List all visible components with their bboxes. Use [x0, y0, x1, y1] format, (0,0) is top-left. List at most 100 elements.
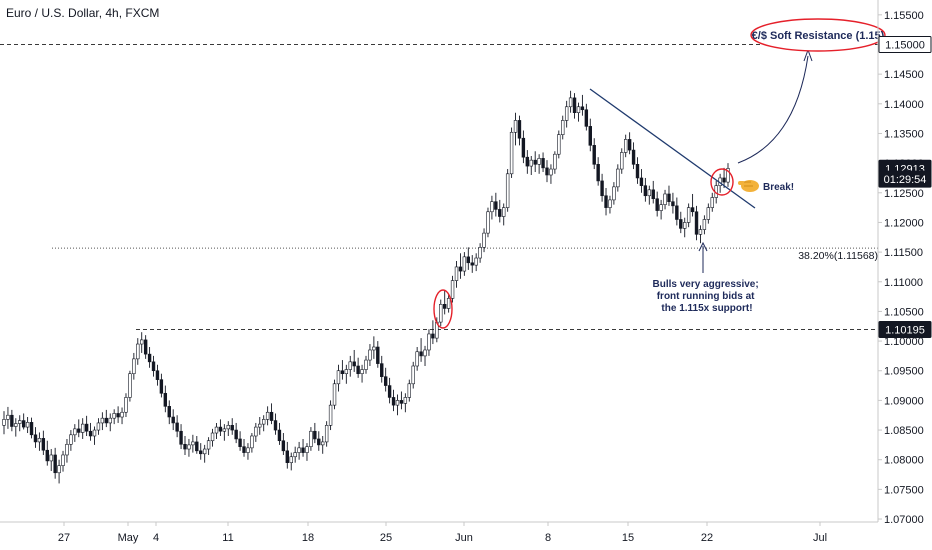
price-axis[interactable]: 1.155001.150001.145001.140001.135001.130…	[878, 10, 924, 526]
candle-body-135	[533, 159, 537, 165]
price-tag-box-3	[878, 321, 932, 339]
candle-68	[269, 403, 274, 425]
candle-59	[234, 422, 238, 444]
candle-84	[332, 379, 337, 410]
candle-67	[265, 406, 270, 426]
bulls-comment-line-3: the 1.115x support!	[661, 303, 752, 314]
candle-35	[140, 332, 144, 353]
candle-74	[293, 446, 297, 463]
candle-body-25	[100, 417, 105, 424]
candle-53	[210, 428, 215, 447]
candle-171	[675, 197, 679, 226]
curved-arrow-to-resistance	[737, 55, 809, 164]
candle-body-81	[321, 441, 325, 446]
y-tick-label-0: 1.15500	[884, 10, 924, 22]
candle-body-8	[33, 434, 38, 443]
candle-102	[403, 393, 408, 413]
candle-body-137	[541, 158, 545, 169]
candle-body-166	[655, 198, 659, 211]
soft-resistance-ellipse	[750, 18, 886, 52]
time-axis[interactable]: 27 May 4 11 18 25 Jun 8 15 22 Jul	[58, 522, 827, 544]
candle-body-79	[313, 430, 317, 440]
candle-body-165	[651, 189, 655, 200]
horizontal-levels	[0, 43, 878, 331]
x-tick-label-2: 4	[153, 532, 159, 544]
candle-body-179	[706, 207, 711, 220]
candle-body-128	[505, 173, 510, 208]
candle-body-31	[124, 397, 128, 413]
candle-body-134	[529, 159, 533, 167]
candle-body-118	[466, 256, 471, 264]
candle-body-111	[439, 304, 443, 323]
candle-38	[151, 355, 156, 377]
candle-body-42	[167, 406, 171, 418]
candle-113	[446, 293, 451, 313]
candlestick-series	[2, 90, 730, 484]
y-tick-label-14: 1.08500	[884, 425, 924, 437]
candle-body-61	[242, 446, 246, 453]
candle-body-159	[627, 139, 632, 151]
candle-153	[604, 188, 608, 216]
candle-body-56	[222, 428, 227, 432]
candle-body-92	[364, 359, 368, 370]
candle-104	[411, 361, 415, 389]
y-tick-label-10: 1.10500	[884, 306, 924, 318]
candle-54	[214, 422, 219, 439]
candle-3	[14, 418, 18, 437]
candle-6	[25, 417, 30, 434]
descending-trendline[interactable]	[589, 88, 756, 209]
candle-body-151	[596, 164, 600, 182]
candle-body-109	[431, 333, 435, 339]
candle-11	[45, 440, 49, 466]
candle-41	[163, 385, 168, 413]
candle-body-58	[230, 425, 234, 431]
candle-body-33	[132, 358, 136, 375]
candle-45	[179, 424, 183, 450]
candle-body-3	[14, 423, 18, 427]
candle-body-39	[155, 370, 160, 380]
candle-32	[128, 370, 132, 402]
candle-body-14	[57, 465, 61, 474]
candle-135	[533, 151, 537, 173]
candle-127	[502, 203, 506, 226]
candle-body-75	[297, 447, 301, 453]
candle-body-170	[671, 201, 675, 207]
candle-body-129	[509, 131, 514, 175]
candle-body-62	[246, 447, 250, 453]
candle-180	[710, 192, 714, 212]
candle-4	[18, 415, 22, 432]
candle-body-107	[423, 349, 427, 357]
candle-10	[41, 430, 46, 455]
candle-161	[635, 157, 640, 184]
x-tick-label-10: Jul	[813, 532, 827, 544]
candle-101	[399, 391, 404, 410]
candle-115	[454, 261, 459, 288]
candle-body-34	[136, 343, 140, 360]
candle-31	[124, 393, 128, 418]
candle-151	[596, 157, 600, 186]
candle-body-100	[395, 400, 400, 406]
candle-39	[155, 364, 160, 386]
candle-183	[722, 167, 726, 189]
candle-body-141	[557, 134, 561, 155]
candle-body-57	[226, 425, 230, 430]
candle-90	[356, 357, 360, 378]
candle-body-104	[411, 365, 415, 385]
candle-156	[616, 164, 620, 192]
candle-154	[608, 195, 612, 214]
candle-140	[553, 151, 557, 174]
candle-23	[92, 426, 97, 445]
candle-7	[29, 417, 34, 439]
candle-body-94	[372, 346, 376, 351]
candle-138	[545, 160, 549, 183]
thumbs-up-icon	[738, 180, 759, 192]
candle-142	[561, 115, 565, 140]
price-tag-label-0: 1.15000	[885, 39, 925, 51]
x-tick-label-1: May	[118, 532, 139, 544]
candle-144	[568, 90, 573, 113]
candle-119	[470, 255, 474, 273]
candle-body-143	[564, 106, 569, 121]
candle-141	[557, 130, 561, 159]
candle-65	[258, 417, 262, 435]
y-tick-label-16: 1.07500	[884, 484, 924, 496]
